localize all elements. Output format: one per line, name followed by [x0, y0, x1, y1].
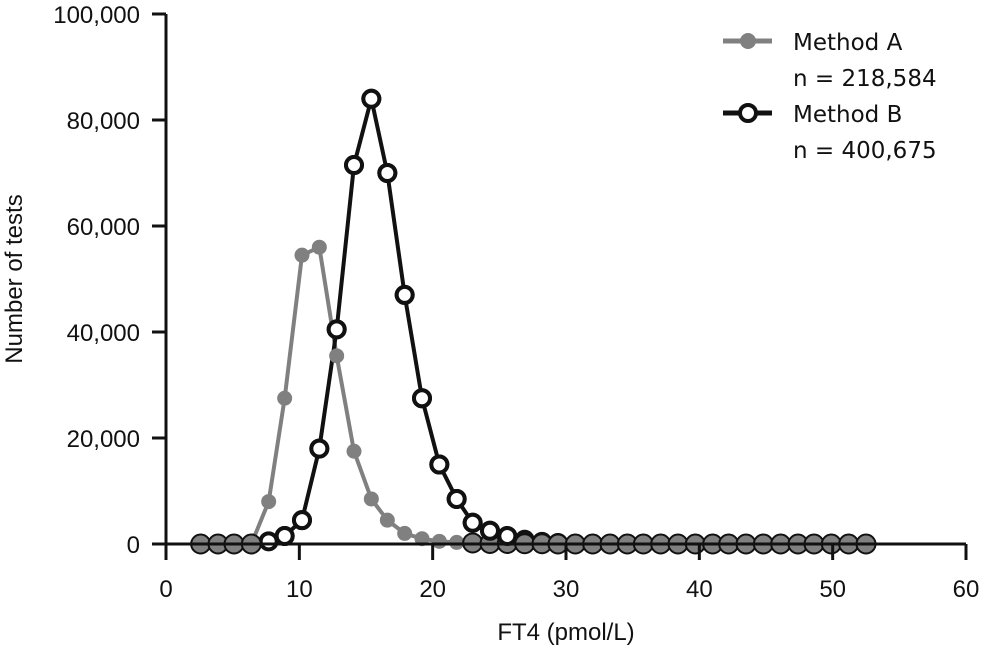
y-axis-title: Number of tests — [1, 194, 28, 363]
legend-label-method-b: Method B — [793, 102, 902, 128]
legend-sublabel-method-a: n = 218,584 — [793, 66, 937, 92]
data-point — [294, 247, 310, 263]
data-point — [274, 526, 295, 547]
legend-item-method-b: Method B n = 400,675 — [723, 102, 937, 164]
x-axis-title: FT4 (pmol/L) — [497, 619, 634, 646]
data-point — [346, 443, 362, 459]
data-point — [412, 388, 432, 409]
y-tick-label: 20,000 — [67, 426, 140, 453]
data-point — [258, 531, 279, 552]
data-point — [497, 526, 518, 547]
data-point — [429, 454, 450, 475]
plot-area — [190, 88, 877, 555]
data-point — [326, 319, 347, 340]
y-axis-ticks: 0 20,000 40,000 60,000 80,000 100,000 — [53, 2, 166, 559]
data-point — [309, 438, 330, 459]
data-point — [277, 390, 293, 406]
legend-item-method-a: Method A n = 218,584 — [723, 30, 937, 92]
x-tick-label: 10 — [286, 576, 313, 603]
data-point — [361, 88, 382, 109]
x-tick-label: 20 — [419, 576, 446, 603]
x-axis-ticks: 0 10 20 30 40 50 60 — [159, 544, 979, 603]
data-point — [446, 488, 467, 509]
x-tick-label: 60 — [953, 576, 980, 603]
data-point — [480, 520, 500, 541]
series-line-method-b — [268, 96, 559, 545]
data-point — [363, 491, 379, 507]
series-line-method-a — [200, 245, 866, 546]
y-tick-label: 40,000 — [67, 320, 140, 347]
x-tick-label: 40 — [686, 576, 713, 603]
x-tick-label: 50 — [819, 576, 846, 603]
data-point — [344, 155, 364, 176]
legend-marker-filled-circle-icon — [740, 33, 756, 49]
data-point — [449, 534, 465, 550]
data-point — [397, 525, 413, 541]
legend: Method A n = 218,584 Method B n = 400,67… — [723, 30, 937, 164]
data-point — [377, 163, 398, 183]
data-point — [261, 494, 277, 510]
y-tick-label: 100,000 — [53, 2, 140, 29]
legend-label-method-a: Method A — [793, 30, 903, 56]
y-tick-label: 60,000 — [67, 214, 140, 241]
legend-marker-open-circle-icon — [738, 103, 758, 123]
y-tick-label: 80,000 — [67, 108, 140, 135]
data-point — [329, 348, 345, 364]
y-tick-label: 0 — [127, 532, 140, 559]
data-point — [311, 239, 327, 255]
legend-sublabel-method-b: n = 400,675 — [793, 138, 937, 164]
data-point — [394, 284, 415, 305]
data-point — [414, 531, 430, 547]
data-point — [292, 510, 312, 531]
x-tick-label: 0 — [159, 576, 172, 603]
data-point — [379, 512, 395, 528]
x-tick-label: 30 — [553, 576, 580, 603]
data-point — [462, 512, 483, 533]
